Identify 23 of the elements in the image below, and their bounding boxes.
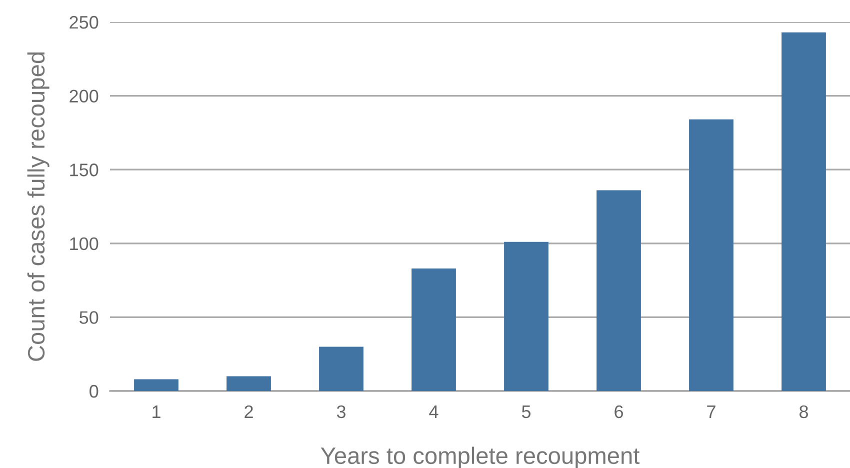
bar [412,268,456,391]
y-tick-label: 250 [70,16,98,29]
bar [504,242,548,391]
x-tick-label: 2 [244,405,253,418]
x-tick-label: 4 [429,406,438,418]
bar [689,119,734,391]
y-tick-label: 150 [70,164,98,176]
x-tick-label: 3 [336,405,346,418]
x-tick-label: 7 [707,406,716,418]
bar [319,346,364,391]
bar [226,376,271,391]
y-tick-label: 0 [90,384,98,398]
bar [134,379,178,391]
bar [596,190,641,391]
x-tick-label: 5 [522,406,531,418]
y-tick-label: 50 [80,311,98,324]
y-axis-title: Count of cases fully recouped [27,52,50,361]
y-tick-label: 200 [70,90,98,103]
x-tick-label: 6 [614,405,623,418]
x-tick-label: 1 [152,406,160,418]
y-tick-label: 100 [70,237,98,250]
bar [782,32,826,391]
x-tick-label: 8 [800,405,808,418]
